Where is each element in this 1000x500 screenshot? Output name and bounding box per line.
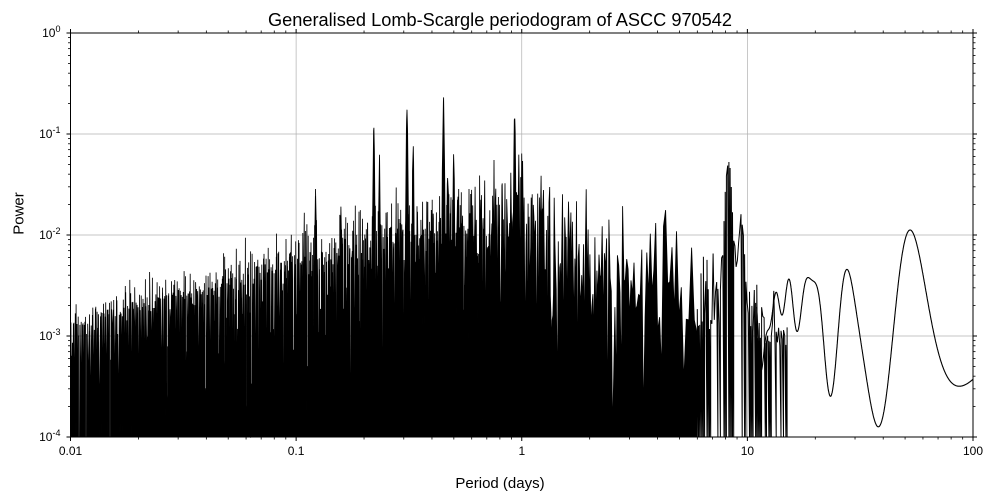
- svg-text:0.01: 0.01: [59, 444, 83, 458]
- svg-text:100: 100: [42, 24, 60, 40]
- svg-text:10-3: 10-3: [39, 327, 60, 343]
- svg-text:1: 1: [518, 444, 525, 458]
- svg-text:100: 100: [963, 444, 983, 458]
- svg-text:10-2: 10-2: [39, 226, 60, 242]
- svg-text:0.1: 0.1: [288, 444, 305, 458]
- svg-text:10-1: 10-1: [39, 125, 60, 141]
- svg-text:10: 10: [741, 444, 755, 458]
- svg-text:10-4: 10-4: [39, 428, 60, 444]
